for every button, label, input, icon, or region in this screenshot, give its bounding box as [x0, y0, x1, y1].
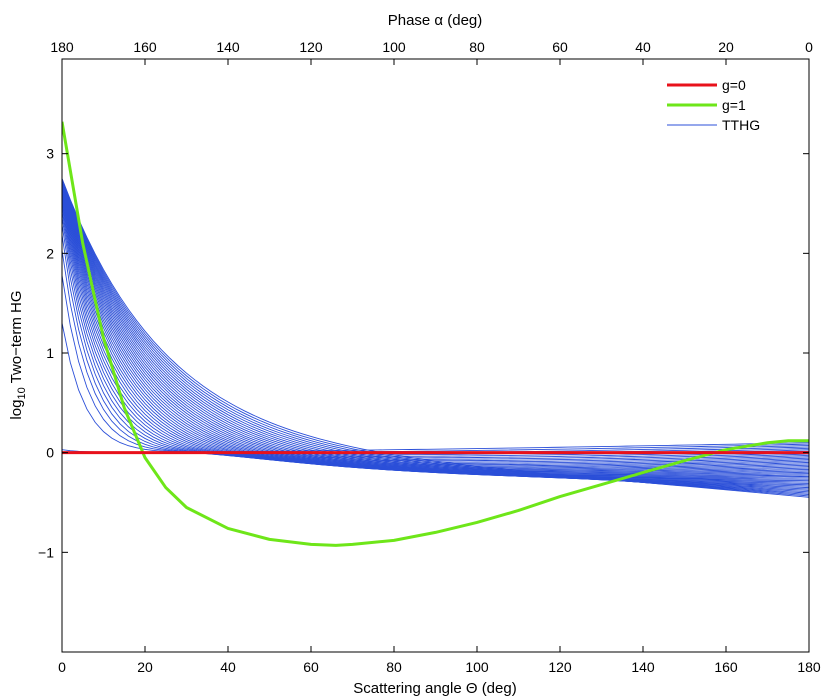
tthg-curve: [62, 184, 809, 477]
x-tick-label: 100: [465, 659, 489, 675]
y-axis-title-subscript: 10: [16, 387, 28, 399]
x2-tick-label: 140: [216, 39, 240, 55]
tthg-curve: [62, 211, 809, 462]
x-tick-label: 180: [797, 659, 821, 675]
tthg-curve: [62, 185, 809, 476]
legend: g=0 g=1 TTHG: [660, 68, 806, 148]
tthg-curve: [62, 182, 809, 479]
x-tick-label: 120: [548, 659, 572, 675]
y-tick-label: 3: [46, 146, 54, 162]
tthg-curve: [62, 182, 809, 480]
tthg-curve: [62, 189, 809, 472]
x-axis-title: Scattering angle Θ (deg): [353, 680, 516, 697]
x2-tick-label: 160: [133, 39, 157, 55]
tthg-curve: [62, 190, 809, 471]
x2-tick-label: 100: [382, 39, 406, 55]
x2-tick-label: 0: [805, 39, 813, 55]
series-layer: [62, 121, 809, 547]
x2-tick-label: 120: [299, 39, 323, 55]
tthg-curve: [62, 180, 809, 487]
x-tick-label: 0: [58, 659, 66, 675]
legend-label-g1: g=1: [722, 97, 746, 113]
x2-tick-label: 40: [635, 39, 651, 55]
tthg-curve: [62, 197, 809, 467]
x-tick-label: 80: [386, 659, 402, 675]
tthg-curve: [62, 206, 809, 463]
x2-tick-label: 60: [552, 39, 568, 55]
tthg-curve: [62, 195, 809, 468]
y-axis-title-suffix: Two−term HG: [8, 290, 25, 387]
y-axis-title-prefix: log: [8, 400, 25, 420]
y-axis-title: log10 Two−term HG: [8, 290, 28, 419]
legend-label-g0: g=0: [722, 77, 746, 93]
tthg-curve: [62, 178, 809, 498]
x2-axis-title: Phase α (deg): [388, 12, 483, 29]
x2-tick-label: 180: [50, 39, 74, 55]
x-tick-label: 140: [631, 659, 655, 675]
y-tick-label: 0: [46, 445, 54, 461]
tthg-curve: [62, 250, 809, 456]
tthg-curve: [62, 179, 809, 490]
legend-label-tthg: TTHG: [722, 117, 760, 133]
y-tick-label: 1: [46, 345, 54, 361]
x-tick-label: 20: [137, 659, 153, 675]
x-tick-label: 40: [220, 659, 236, 675]
ticks-layer: 0180201604014060120801001008012060140401…: [38, 39, 821, 675]
y-tick-label: 2: [46, 245, 54, 261]
tthg-curve: [62, 216, 809, 460]
tthg-curve: [62, 180, 809, 486]
x-tick-label: 160: [714, 659, 738, 675]
tthg-curve: [62, 188, 809, 473]
tthg-curve: [62, 179, 809, 491]
tthg-curve: [62, 181, 809, 484]
tthg-curve: [62, 186, 809, 475]
legend-box: [660, 68, 806, 148]
plot-frame: [61, 58, 810, 653]
tthg-curve: [62, 180, 809, 489]
x-tick-label: 60: [303, 659, 319, 675]
y-tick-label: −1: [38, 544, 54, 560]
plot-area: [62, 121, 809, 547]
x2-tick-label: 80: [469, 39, 485, 55]
tthg-curve: [62, 203, 809, 464]
tthg-curve: [62, 181, 809, 483]
series-line-g1: [62, 121, 809, 547]
tthg-curve: [62, 193, 809, 469]
x2-tick-label: 20: [718, 39, 734, 55]
